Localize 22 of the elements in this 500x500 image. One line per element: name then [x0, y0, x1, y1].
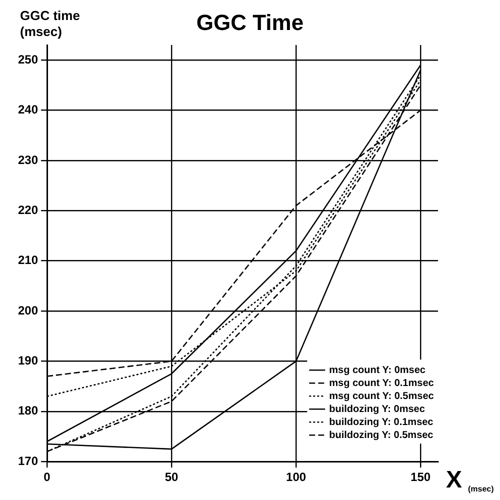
legend-label: msg count Y: 0msec: [329, 364, 426, 376]
y-tick-label: 190: [18, 354, 38, 368]
x-axis-title: X (msec): [446, 466, 494, 494]
legend-label: msg count Y: 0.1msec: [329, 378, 434, 389]
y-tick-label: 170: [18, 454, 38, 468]
legend-label: buildozing Y: 0msec: [329, 404, 426, 415]
x-tick-label: 100: [286, 470, 306, 484]
legend-label: buildozing Y: 0.5msec: [329, 430, 434, 441]
y-tick-label: 200: [18, 303, 38, 318]
y-tick-label: 180: [18, 404, 38, 418]
y-tick-label: 230: [18, 152, 38, 167]
y-tick-label: 220: [18, 202, 38, 217]
x-tick-label: 0: [44, 470, 51, 484]
legend-label: buildozing Y: 0.1msec: [329, 416, 434, 428]
chart-title: GGC Time: [196, 10, 304, 35]
x-tick-label: 50: [164, 470, 179, 484]
y-axis-title: GGC time (msec): [20, 8, 80, 39]
y-tick-label: 240: [18, 102, 38, 117]
legend-label: msg count Y: 0.5msec: [329, 390, 434, 402]
y-tick-label: 210: [18, 253, 38, 268]
y-tick-label: 250: [18, 52, 38, 66]
x-tick-label: 150: [410, 470, 431, 484]
